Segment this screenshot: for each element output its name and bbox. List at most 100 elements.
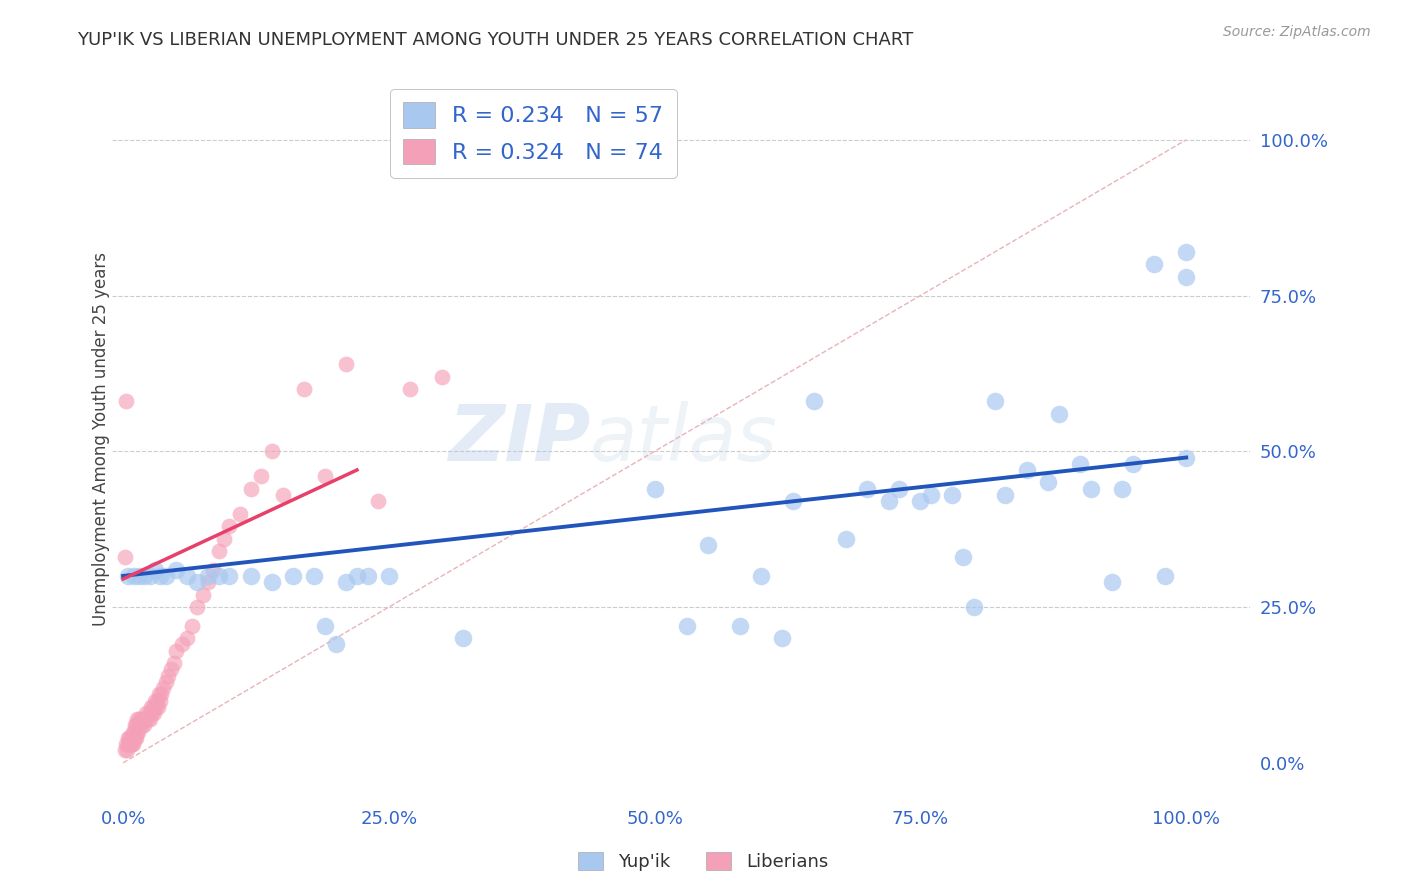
Point [121,724,143,739]
Point [453,631,475,645]
Point [118,737,141,751]
Point [124,718,146,732]
Point [1175,244,1198,259]
Point [142,706,165,720]
Point [218,519,240,533]
Point [1111,482,1133,496]
Point [696,538,718,552]
Point [1175,269,1198,284]
Point [346,569,368,583]
Text: Source: ZipAtlas.com: Source: ZipAtlas.com [1223,25,1371,39]
Point [1101,575,1123,590]
Point [122,569,145,583]
Point [835,532,858,546]
Point [146,699,169,714]
Legend: Yup'ik, Liberians: Yup'ik, Liberians [571,845,835,879]
Point [176,569,198,583]
Point [1080,482,1102,496]
Point [134,712,156,726]
Point [186,575,208,590]
Point [202,563,225,577]
Point [782,494,804,508]
Point [117,569,139,583]
Point [138,706,160,720]
Point [910,494,932,508]
Point [122,724,145,739]
Point [1015,463,1038,477]
Point [260,575,283,590]
Point [920,488,942,502]
Point [191,588,214,602]
Point [644,482,666,496]
Point [1036,475,1059,490]
Point [163,656,186,670]
Point [728,619,751,633]
Point [186,600,208,615]
Point [229,507,252,521]
Point [155,569,177,583]
Point [129,718,152,732]
Point [356,569,378,583]
Legend: R = 0.234   N = 57, R = 0.324   N = 74: R = 0.234 N = 57, R = 0.324 N = 74 [389,88,676,178]
Point [430,369,453,384]
Point [143,563,166,577]
Point [197,569,219,583]
Point [250,469,273,483]
Point [165,563,187,577]
Point [335,357,357,371]
Point [1154,569,1177,583]
Text: YUP'IK VS LIBERIAN UNEMPLOYMENT AMONG YOUTH UNDER 25 YEARS CORRELATION CHART: YUP'IK VS LIBERIAN UNEMPLOYMENT AMONG YO… [77,31,914,49]
Point [149,569,172,583]
Point [325,637,347,651]
Point [1143,257,1166,271]
Y-axis label: Unemployment Among Youth under 25 years: Unemployment Among Youth under 25 years [93,252,110,626]
Point [125,718,148,732]
Point [117,737,139,751]
Point [156,668,179,682]
Point [138,569,160,583]
Point [889,482,911,496]
Point [170,637,193,651]
Point [283,569,305,583]
Point [114,550,136,565]
Point [136,712,159,726]
Point [260,444,283,458]
Point [962,600,984,615]
Point [146,693,169,707]
Point [181,619,204,633]
Point [218,569,240,583]
Point [208,544,231,558]
Point [378,569,401,583]
Point [115,394,138,409]
Point [984,394,1007,409]
Point [197,575,219,590]
Point [120,731,142,745]
Point [152,681,174,695]
Point [856,482,879,496]
Point [749,569,772,583]
Point [145,699,167,714]
Point [118,731,141,745]
Point [121,737,143,751]
Point [121,737,143,751]
Point [117,743,139,757]
Point [952,550,974,565]
Point [125,712,148,726]
Point [212,532,235,546]
Point [877,494,900,508]
Point [134,718,156,732]
Point [165,643,187,657]
Point [148,687,170,701]
Text: atlas: atlas [591,401,778,477]
Point [143,693,166,707]
Point [155,674,177,689]
Point [367,494,389,508]
Point [135,706,157,720]
Point [139,699,162,714]
Point [127,724,149,739]
Point [208,569,231,583]
Point [132,712,155,726]
Point [122,731,145,745]
Point [160,662,183,676]
Point [314,469,336,483]
